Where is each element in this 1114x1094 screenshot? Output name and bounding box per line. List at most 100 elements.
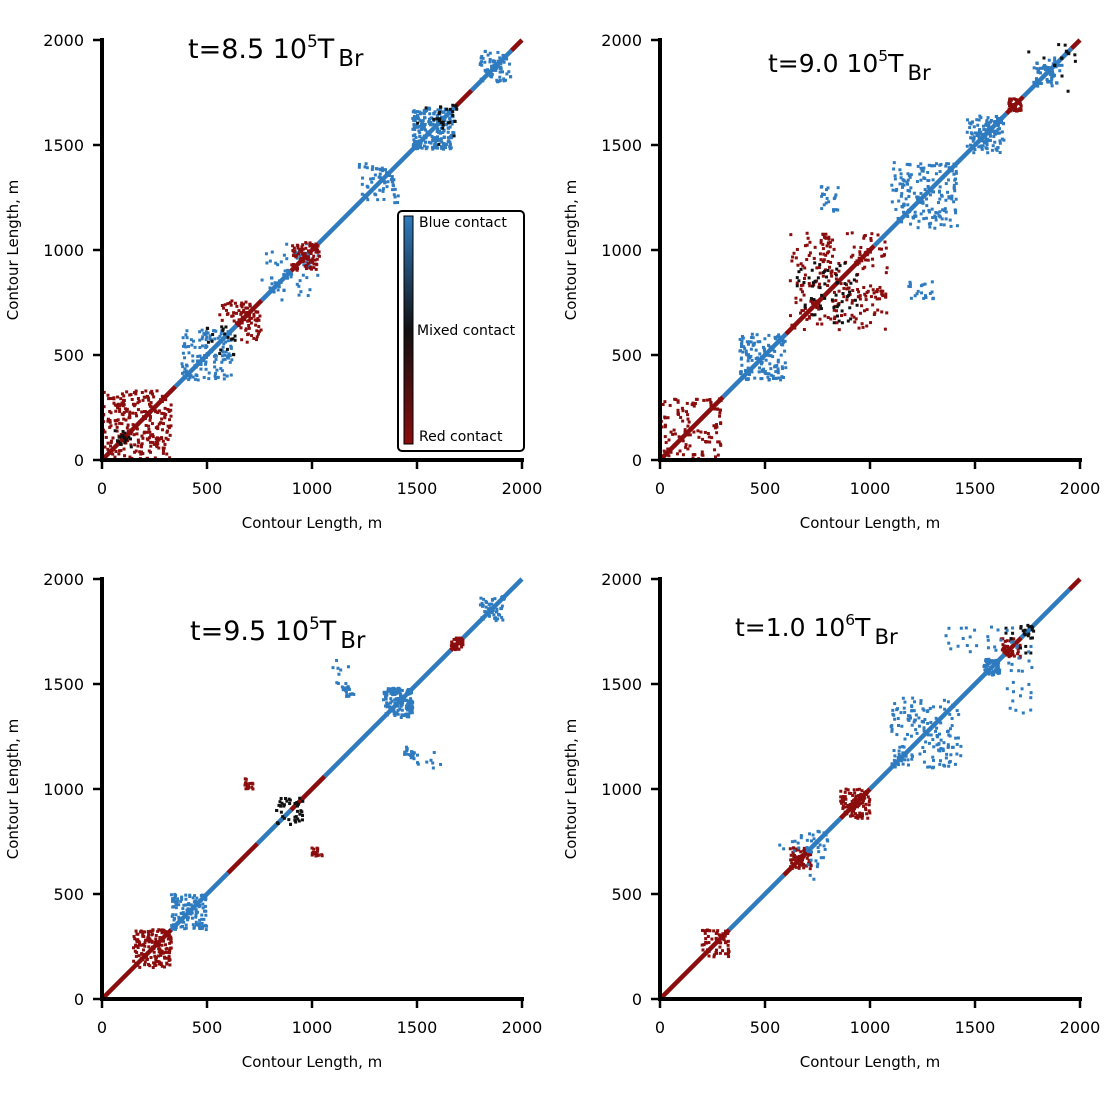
contact-point (1063, 43, 1067, 47)
contact-point (165, 452, 169, 456)
x-tick-label: 1000 (850, 1018, 891, 1037)
contact-point (487, 603, 491, 607)
contact-point (1004, 626, 1008, 630)
contact-point (1016, 650, 1020, 654)
contact-point (132, 946, 136, 950)
contact-point (169, 938, 173, 942)
contact-point (853, 791, 857, 795)
contact-point (109, 397, 113, 401)
contact-point (869, 295, 873, 299)
contact-point (491, 609, 495, 613)
contact-point (740, 339, 744, 343)
contact-point (842, 286, 846, 290)
contact-point (907, 194, 911, 198)
contact-point (247, 323, 251, 327)
contact-point (409, 697, 413, 701)
contact-point (1037, 68, 1041, 72)
contact-point (194, 911, 198, 915)
contact-point (138, 965, 142, 969)
contact-point (161, 428, 165, 432)
contact-point (883, 295, 887, 299)
contact-point (268, 286, 272, 290)
contact-point (125, 407, 129, 411)
contact-point (924, 216, 928, 220)
contact-point (703, 430, 707, 434)
contact-point (944, 634, 948, 638)
contact-point (229, 346, 233, 350)
contact-point (204, 928, 208, 932)
contact-point (923, 282, 927, 286)
contact-point (901, 751, 905, 755)
contact-point (240, 316, 244, 320)
contact-point (246, 314, 250, 318)
contact-point (386, 703, 390, 707)
contact-point (404, 745, 408, 749)
contact-point (826, 259, 830, 263)
contact-point (460, 637, 464, 641)
contact-point (922, 296, 926, 300)
contact-point (491, 67, 495, 71)
contact-point (800, 290, 804, 294)
contact-point (113, 429, 117, 433)
contact-point (869, 238, 873, 242)
contact-point (125, 409, 129, 413)
contact-point (987, 669, 991, 673)
contact-point (1012, 97, 1016, 101)
contact-point (149, 433, 153, 437)
contact-point (407, 701, 411, 705)
contact-point (943, 707, 947, 711)
contact-point (184, 363, 188, 367)
x-tick-label: 500 (192, 479, 223, 498)
contact-point (780, 375, 784, 379)
contact-point (400, 703, 404, 707)
contact-point (844, 805, 848, 809)
contact-point (781, 376, 785, 380)
contact-point (822, 192, 826, 196)
contact-point (1029, 696, 1033, 700)
contact-cluster (795, 261, 859, 325)
contact-point (194, 914, 198, 918)
contact-point (788, 865, 792, 869)
contact-point (838, 264, 842, 268)
contact-point (1024, 644, 1028, 648)
contact-point (311, 257, 315, 261)
contact-point (285, 276, 289, 280)
contact-point (431, 147, 435, 151)
contact-point (845, 287, 849, 291)
contact-point (135, 932, 139, 936)
contact-point (306, 255, 310, 259)
contact-point (909, 173, 913, 177)
contact-point (940, 217, 944, 221)
contact-point (740, 363, 744, 367)
contact-point (971, 139, 975, 143)
contact-point (990, 671, 994, 675)
contact-point (907, 284, 911, 288)
contact-point (279, 260, 283, 264)
contact-point (897, 763, 901, 767)
contact-point (233, 338, 237, 342)
contact-point (419, 144, 423, 148)
contact-point (394, 711, 398, 715)
contact-point (854, 815, 858, 819)
contact-point (228, 360, 232, 364)
contact-point (1051, 70, 1055, 74)
contact-point (184, 371, 188, 375)
contact-point (187, 374, 191, 378)
contact-point (883, 327, 887, 331)
contact-point (435, 144, 439, 148)
contact-point (816, 305, 820, 309)
contact-point (921, 746, 925, 750)
contact-point (825, 196, 829, 200)
contact-point (291, 249, 295, 253)
contact-point (821, 271, 825, 275)
contact-point (705, 928, 709, 932)
contact-point (903, 737, 907, 741)
contact-point (799, 311, 803, 315)
contact-point (840, 797, 844, 801)
contact-point (890, 729, 894, 733)
contact-point (855, 273, 859, 277)
contact-point (299, 290, 303, 294)
contact-point (726, 929, 730, 933)
contact-point (955, 709, 959, 713)
y-tick-label: 500 (611, 885, 642, 904)
